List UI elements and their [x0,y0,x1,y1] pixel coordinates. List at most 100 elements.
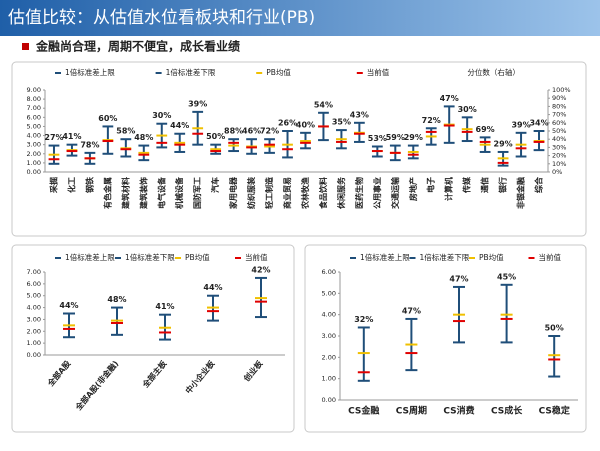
legend-label: PB均值 [266,67,291,77]
x-tick-label: 交通运输 [390,176,400,209]
legend-label: 1倍标准差下限 [420,252,470,262]
x-tick-label: 机械设备 [174,176,184,209]
chart-box [11,61,587,237]
percentile-label: 59% [386,133,405,142]
percentile-label: 46% [242,127,261,136]
x-tick-label: 公用事业 [372,177,382,209]
percentile-label: 60% [98,114,117,123]
percentile-label: 27% [44,133,63,142]
percentile-label: 78% [80,140,99,149]
y-tick-label: 1.00 [27,339,41,347]
x-tick-label: 计算机 [444,177,454,201]
y2-tick-label: 40% [552,135,566,143]
x-tick-label: 电子 [426,177,436,193]
percentile-label: 53% [368,134,387,143]
y-tick-label: 0.00 [322,396,336,404]
chart-box [11,244,295,433]
x-tick-label: 银行 [498,177,508,194]
percentile-label: 50% [206,132,225,141]
y2-tick-label: 90% [552,94,566,102]
x-tick-label: 传媒 [462,176,472,194]
percentile-label: 54% [314,100,333,109]
x-tick-label: 有色金属 [102,177,112,209]
x-tick-label: CS周期 [396,405,427,417]
percentile-label: 40% [296,120,315,129]
y-tick-label: 4.00 [27,132,41,140]
legend-label: 1倍标准差下限 [166,67,216,77]
percentile-label: 47% [440,94,459,103]
percentile-label: 39% [511,120,530,129]
x-tick-label: 休闲服务 [336,176,346,210]
y-tick-label: 5.00 [322,289,336,297]
x-tick-label: 建筑材料 [120,177,130,210]
legend-label: 当前值 [245,252,268,262]
percentile-label: 34% [529,119,548,128]
percentile-label: 32% [354,315,373,324]
y-tick-label: 5.00 [27,292,41,300]
y-tick-label: 6.00 [322,268,336,276]
x-tick-label: 建筑装饰 [138,177,148,210]
y-tick-label: 1.00 [27,159,41,167]
x-tick-label: 综合 [534,176,544,193]
percentile-label: 41% [62,132,81,141]
percentile-label: 45% [497,272,516,281]
y-tick-label: 7.00 [27,104,41,112]
x-tick-label: 通信 [480,177,490,193]
percentile-label: 50% [545,324,564,333]
percentile-label: 48% [134,133,153,142]
x-tick-label: 汽车 [210,177,220,193]
y-tick-label: 8.00 [27,95,41,103]
y-tick-label: 2.00 [27,327,41,335]
subtitle: 金融尚合理，周期不便宜，成长看业绩 [35,39,240,54]
x-tick-label: CS金融 [348,405,379,417]
header-bar [0,0,600,36]
legend-label: 1倍标准差下限 [125,252,175,262]
percentile-label: 29% [404,133,423,142]
percentile-label: 43% [350,110,369,119]
y-tick-label: 4.00 [322,311,336,319]
x-tick-label: CS消费 [443,405,474,417]
percentile-label: 48% [107,295,126,304]
percentile-label: 47% [402,306,421,315]
x-tick-label: 电气设备 [156,176,166,209]
percentile-label: 42% [251,265,270,274]
legend-label: PB均值 [185,252,210,262]
y-tick-label: 6.00 [27,113,41,121]
x-tick-label: CS稳定 [539,405,571,417]
percentile-label: 88% [224,127,243,136]
legend-label: 当前值 [367,67,390,77]
x-tick-label: 农林牧渔 [300,177,310,210]
y-tick-label: 3.00 [322,332,336,340]
y2-tick-label: 30% [552,143,566,151]
percentile-label: 44% [59,301,78,310]
x-tick-label: 纺织服装 [246,177,256,209]
legend-label: 1倍标准差上限 [65,67,115,77]
x-tick-label: 化工 [66,177,76,193]
y-tick-label: 6.00 [27,280,41,288]
percentile-label: 41% [155,302,174,311]
x-tick-label: 采掘 [48,177,58,194]
x-tick-label: 家用电器 [228,176,238,209]
y-tick-label: 2.00 [322,353,336,361]
y2-tick-label: 60% [552,119,566,127]
legend-label: 分位数（右轴） [467,67,520,77]
legend-label: 1倍标准差上限 [65,252,115,262]
y-tick-label: 1.00 [322,375,336,383]
y2-tick-label: 100% [552,86,571,94]
y2-tick-label: 50% [552,127,566,135]
y-tick-label: 7.00 [27,268,41,276]
y2-tick-label: 0% [552,168,562,176]
percentile-label: 69% [476,125,495,134]
x-tick-label: 钢铁 [84,177,94,193]
x-tick-label: 食品饮料 [318,177,328,209]
percentile-label: 35% [332,118,351,127]
page-title: 估值比较：从估值水位看板块和行业(PB) [8,8,315,28]
bullet [22,43,29,50]
x-tick-label: 轻工制造 [264,177,274,209]
x-tick-label: 商业贸易 [282,177,292,209]
legend-label: 1倍标准差上限 [360,252,410,262]
y-tick-label: 3.00 [27,315,41,323]
percentile-label: 30% [152,111,171,120]
percentile-label: 44% [170,121,189,130]
